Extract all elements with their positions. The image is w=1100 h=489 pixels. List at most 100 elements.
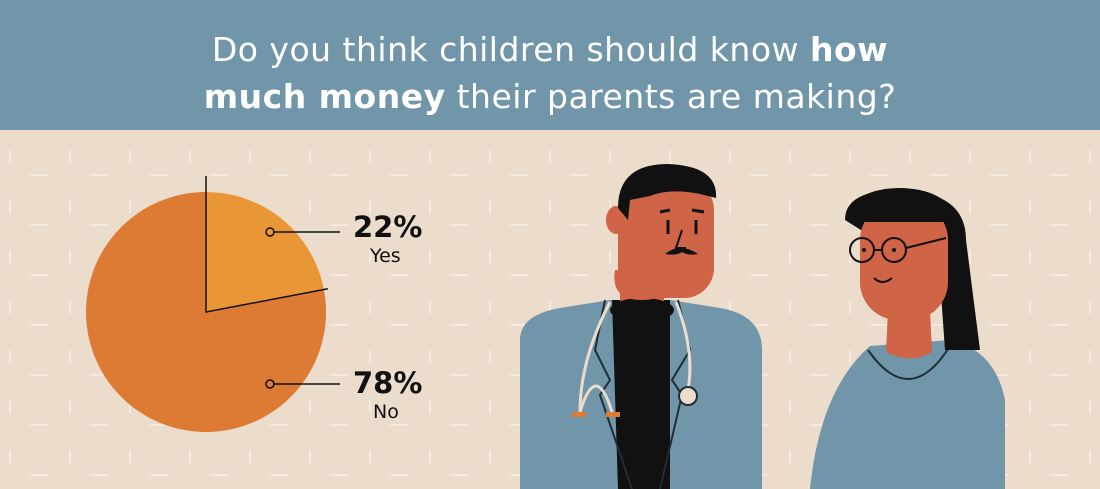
pattern-mark — [1029, 200, 1068, 226]
pattern-mark — [789, 250, 828, 276]
pattern-mark — [1089, 150, 1091, 164]
doctor-mustache — [665, 248, 698, 255]
pattern-mark — [9, 300, 48, 326]
pattern-mark — [489, 200, 528, 226]
pattern-mark — [429, 250, 468, 276]
pattern-mark — [789, 200, 828, 226]
pattern-mark — [1089, 350, 1091, 364]
doctor-hair — [618, 164, 717, 220]
glasses-bridge — [874, 237, 947, 251]
pattern-mark — [369, 350, 408, 376]
title-bold-2: much money — [203, 77, 446, 116]
pattern-mark — [489, 250, 528, 276]
pie-chart: 22% Yes 78% No — [70, 170, 450, 460]
pie-chart-svg — [86, 176, 340, 432]
pattern-mark — [1029, 400, 1068, 426]
woman-head — [860, 202, 948, 320]
pattern-mark — [369, 400, 408, 426]
pattern-mark — [249, 450, 288, 476]
slice-boundary — [205, 176, 328, 313]
pattern-mark — [429, 200, 468, 226]
doctor-collar — [610, 298, 674, 322]
pattern-mark — [489, 150, 528, 176]
pattern-mark — [729, 250, 768, 276]
doctor-lapel-left — [593, 299, 633, 489]
doctor-shirt — [612, 300, 670, 489]
stethoscope-tip-right — [606, 412, 620, 417]
header-banner: Do you think children should know how mu… — [0, 0, 1100, 130]
stethoscope-chestpiece — [678, 386, 698, 406]
pattern-mark — [549, 200, 588, 226]
pattern-mark — [789, 350, 828, 376]
doctor-eyebrows — [659, 208, 705, 214]
pattern-mark — [429, 450, 468, 476]
pattern-mark — [429, 350, 468, 376]
leader-dot-no — [265, 379, 275, 389]
pie-slice-yes — [206, 192, 324, 312]
pattern-mark — [729, 150, 768, 176]
slice-label-no-value: 78% — [353, 366, 423, 400]
pattern-mark — [549, 150, 588, 176]
pattern-mark — [69, 400, 108, 426]
pattern-mark — [129, 450, 168, 476]
stethoscope-tube — [578, 301, 692, 413]
pattern-mark — [849, 150, 888, 176]
doctor-ear — [606, 206, 626, 234]
leader-dot-yes — [265, 227, 275, 237]
pattern-mark — [369, 300, 408, 326]
pattern-mark — [69, 450, 108, 476]
pattern-mark — [429, 300, 468, 326]
slice-label-yes-name: Yes — [370, 245, 401, 267]
pattern-mark — [249, 150, 288, 176]
pattern-mark — [309, 150, 348, 176]
pattern-mark — [369, 150, 408, 176]
pattern-mark — [309, 400, 348, 426]
pattern-mark — [9, 150, 48, 176]
page-title: Do you think children should know how mu… — [0, 26, 1100, 120]
pattern-mark — [9, 250, 48, 276]
doctor-figure — [520, 164, 762, 489]
doctor-head — [618, 180, 714, 298]
doctor-eyes — [666, 220, 698, 234]
pattern-mark — [9, 450, 48, 476]
pattern-mark — [729, 200, 768, 226]
people-illustration — [520, 164, 1005, 489]
pattern-mark — [9, 400, 48, 426]
pattern-mark — [789, 150, 828, 176]
pattern-mark — [189, 450, 228, 476]
pattern-mark — [309, 200, 348, 226]
pattern-mark — [969, 200, 1008, 226]
stethoscope-ear — [578, 384, 614, 413]
pattern-mark — [1089, 400, 1091, 414]
title-bold-1: how — [810, 30, 889, 69]
stethoscope-tip-left — [572, 412, 586, 417]
slice-label-yes-value: 22% — [353, 210, 423, 244]
pattern-mark — [9, 200, 48, 226]
pattern-mark — [1089, 200, 1091, 214]
slice-label-no-name: No — [373, 401, 399, 423]
pattern-mark — [69, 200, 108, 226]
pattern-mark — [1029, 150, 1068, 176]
title-text-1: Do you think children should know — [211, 30, 810, 69]
doctor-nose — [674, 229, 686, 249]
pattern-mark — [1029, 250, 1068, 276]
pattern-mark — [1029, 300, 1068, 326]
pattern-mark — [369, 250, 408, 276]
title-text-2: their parents are making? — [445, 77, 897, 116]
pattern-mark — [789, 300, 828, 326]
pattern-mark — [969, 150, 1008, 176]
pattern-mark — [69, 150, 108, 176]
pattern-mark — [9, 350, 48, 376]
woman-eye-left — [862, 248, 866, 252]
pattern-mark — [429, 400, 468, 426]
pattern-mark — [429, 150, 468, 176]
pattern-mark — [1089, 250, 1091, 264]
pattern-mark — [369, 200, 408, 226]
woman-figure — [810, 188, 1005, 489]
pattern-mark — [189, 150, 228, 176]
pattern-mark — [1089, 300, 1091, 314]
pattern-mark — [309, 450, 348, 476]
pattern-mark — [549, 250, 588, 276]
pattern-mark — [1029, 350, 1068, 376]
woman-eye-right — [892, 248, 896, 252]
